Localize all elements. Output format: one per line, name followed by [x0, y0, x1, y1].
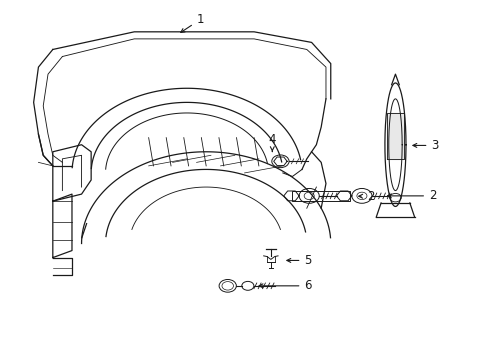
Text: 4: 4	[268, 133, 276, 152]
Text: 3: 3	[412, 139, 438, 152]
Text: 6: 6	[259, 279, 311, 292]
Bar	[292, 191, 349, 201]
Text: 5: 5	[286, 254, 311, 267]
Polygon shape	[386, 113, 403, 159]
Text: 2: 2	[386, 189, 436, 202]
Text: 1: 1	[181, 13, 203, 32]
Text: 2: 2	[358, 190, 373, 203]
